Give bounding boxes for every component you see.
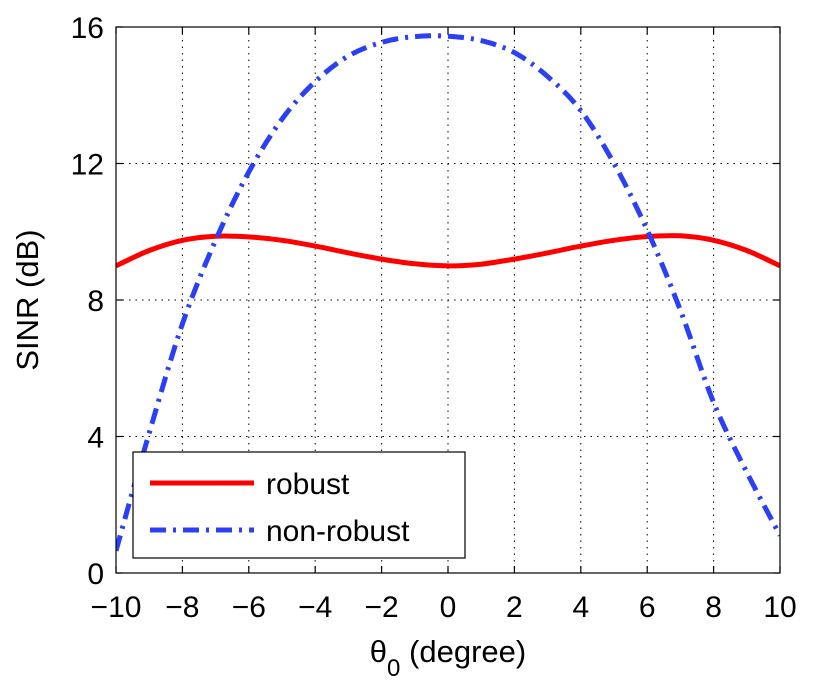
legend-label-non-robust: non-robust [266,515,410,548]
x-tick-label: 2 [506,591,523,624]
x-tick-label: 6 [639,591,656,624]
x-tick-label: −2 [364,591,398,624]
x-tick-label: 8 [705,591,722,624]
legend: robust non-robust [132,451,466,559]
y-tick-label: 8 [87,285,104,318]
legend-label-robust: robust [266,468,350,501]
x-tick-label: 0 [440,591,457,624]
x-axis-label-theta: θ [370,634,387,669]
series-line-robust [116,233,780,269]
x-axis-label-unit: (degree) [400,634,526,669]
y-tick-label: 4 [87,422,104,455]
x-tick-label: −8 [165,591,199,624]
y-tick-label: 16 [71,12,104,45]
grid [116,27,780,573]
axis-ticks: −10 −8 −6 −4 −2 0 2 4 6 8 10 0 4 8 12 16 [71,12,797,624]
x-tick-label: −4 [298,591,332,624]
y-tick-label: 12 [71,149,104,182]
legend-box [132,451,466,559]
y-tick-label: 0 [87,558,104,591]
x-tick-label: 10 [763,591,796,624]
x-tick-label: −10 [91,591,142,624]
series-lines [116,33,780,552]
x-axis-label: θ0 (degree) [370,634,526,682]
x-tick-label: 4 [572,591,589,624]
y-axis-label: SINR (dB) [10,229,45,370]
x-tick-label: −6 [232,591,266,624]
x-axis-label-subscript: 0 [387,655,400,682]
series-line-non-robust [116,33,780,552]
